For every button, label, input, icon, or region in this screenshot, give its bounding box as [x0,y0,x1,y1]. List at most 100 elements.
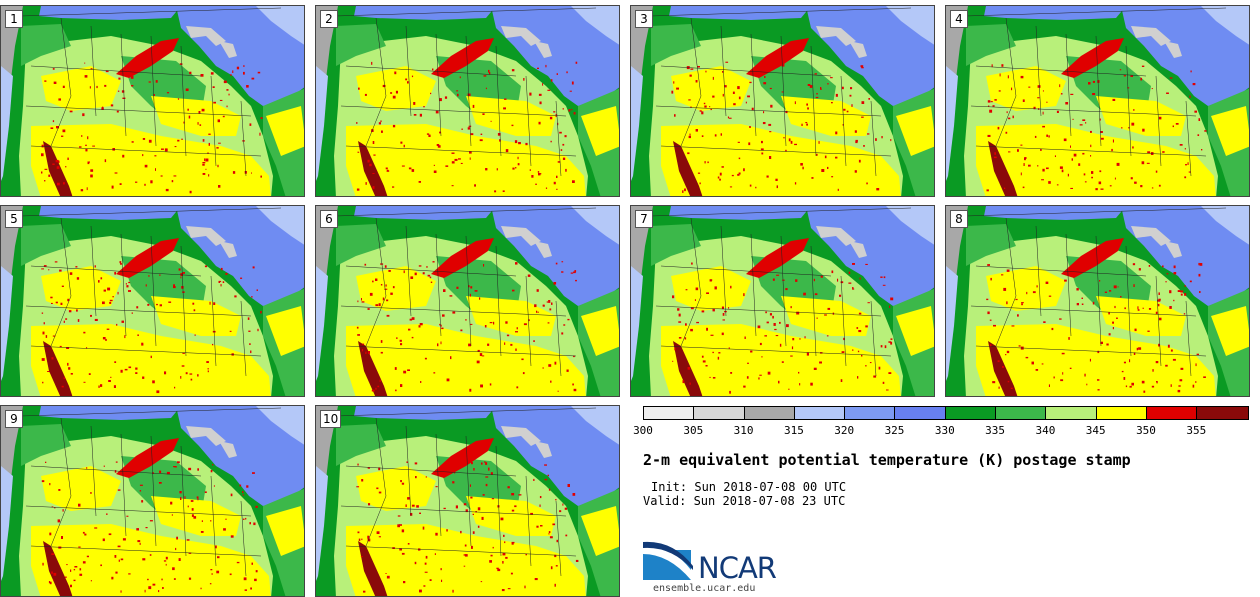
red-speckle [1081,297,1083,299]
red-speckle [1133,109,1135,111]
red-speckle [210,469,213,473]
red-speckle [191,508,194,511]
red-speckle [1095,188,1098,191]
field-region [39,406,181,420]
red-speckle [523,323,527,326]
red-speckle [886,389,889,391]
red-speckle [252,266,255,269]
red-speckle [408,167,412,170]
red-speckle [472,531,475,534]
boundary-line [1065,33,1072,137]
red-speckle [105,70,109,73]
panel-number: 3 [635,10,653,28]
red-speckle [796,311,800,315]
red-speckle [42,562,44,566]
red-speckle [53,572,57,576]
red-speckle [826,335,829,337]
red-speckles [41,461,258,593]
red-speckle [180,276,182,279]
red-speckle [1100,131,1103,133]
red-speckle [481,355,485,357]
red-speckle [1192,83,1196,86]
red-speckle [365,351,367,354]
red-speckle [57,182,60,186]
red-speckle [1060,379,1064,382]
red-speckle [248,330,251,332]
field-region [354,206,496,220]
red-speckle [363,590,366,593]
red-speckle [1192,384,1195,388]
red-speckle [410,276,414,279]
ncar-logo-icon [643,541,693,580]
red-speckle [549,308,552,311]
field-region [21,24,71,66]
boundary-line [30,345,262,357]
red-speckle [1070,187,1073,189]
red-speckle [1189,280,1192,283]
red-speckle [166,148,168,152]
red-speckle [427,274,431,277]
red-speckle [1079,124,1083,126]
red-speckle [1158,298,1161,301]
red-speckle [161,578,163,581]
red-speckle [890,139,892,142]
red-speckle [714,286,717,290]
red-speckle [882,381,885,384]
red-speckle [738,157,741,160]
red-speckle [382,297,385,301]
red-speckle [1023,163,1025,166]
boundary-line [780,35,787,147]
red-speckle [378,467,381,471]
red-speckle [696,321,699,324]
red-speckle [165,188,169,192]
red-speckle [73,569,76,571]
red-speckle [1053,376,1055,379]
red-speckle [200,74,204,77]
red-speckle [451,161,455,164]
panel-number: 8 [950,210,968,228]
red-speckle [701,111,704,115]
red-speckle [537,171,540,173]
red-speckle [1091,171,1094,174]
red-speckle [786,324,789,328]
red-speckle [556,73,558,75]
red-speckle [572,383,574,386]
red-speckle [857,376,859,379]
red-speckle [188,115,191,119]
red-speckle [717,356,720,360]
red-speckle [376,531,380,534]
red-speckle [697,172,701,174]
field-region [346,324,586,396]
red-speckle [124,368,128,371]
map-panel: 10 [315,405,620,597]
red-speckle [477,525,480,528]
boundary-line [120,233,127,337]
field-region [1201,6,1249,45]
boundary-line [340,105,567,117]
red-speckle [1059,166,1063,169]
red-speckle [145,527,148,529]
red-speckle [1140,77,1142,81]
red-speckle [854,130,857,133]
red-speckle [749,126,751,128]
red-speckle [991,64,993,68]
field-region [358,541,388,596]
red-speckle [883,276,886,279]
red-speckle [554,361,557,365]
red-speckle [695,80,698,83]
red-speckle [1046,134,1048,137]
red-speckle [68,367,71,370]
red-speckle [515,348,517,351]
red-speckle [444,96,448,99]
red-speckle [158,482,162,484]
red-speckle [788,138,791,142]
red-speckle [484,325,487,328]
red-speckle [841,351,845,353]
boundary-line [870,300,877,377]
red-speckle [827,307,831,310]
red-speckle [472,104,475,108]
red-speckle [1064,279,1067,282]
red-speckle [539,504,541,507]
red-speckle [165,556,168,560]
state-boundaries [335,7,597,177]
